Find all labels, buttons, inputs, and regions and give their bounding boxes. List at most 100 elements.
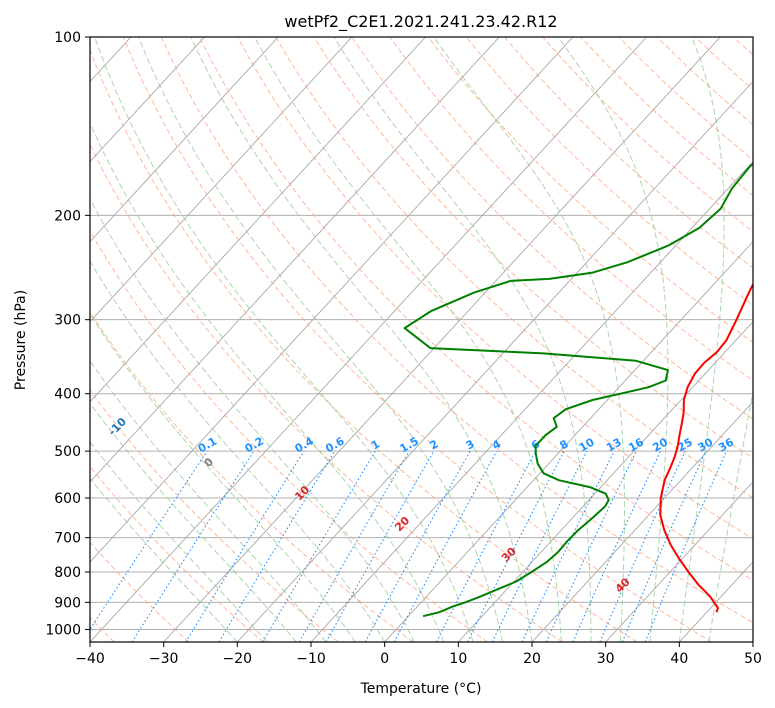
isotherm-line (163, 37, 721, 642)
sounding-series (403, 162, 753, 618)
x-tick-label: 0 (380, 651, 389, 667)
mixing-ratio-line (393, 450, 498, 642)
mixing-ratio-label: 13 (604, 436, 624, 455)
x-tick-label: −10 (296, 651, 326, 667)
moist-adiabat (90, 441, 268, 642)
dry-adiabat-label: 20 (392, 514, 412, 534)
dry-adiabat (542, 37, 753, 233)
mixing-ratio-line (131, 450, 255, 642)
skewed-isotherms (90, 37, 753, 642)
isotherm-line (531, 401, 753, 642)
isotherm-line (90, 37, 500, 483)
moist-adiabat (433, 37, 625, 642)
dry-adiabat (694, 37, 753, 91)
mixing-ratio-line (90, 450, 208, 631)
x-tick-label: 30 (597, 651, 615, 667)
dry-adiabat (732, 37, 753, 56)
y-tick-label: 900 (54, 595, 81, 611)
moist-adiabat (190, 37, 533, 642)
x-tick-label: 40 (670, 651, 688, 667)
y-tick-label: 200 (54, 208, 81, 224)
mixing-ratio-line (364, 450, 471, 642)
isotherm-line (90, 37, 426, 403)
y-tick-label: 1000 (45, 622, 81, 638)
moist-adiabat (254, 37, 562, 642)
moist-adiabat (90, 477, 238, 642)
mixing-ratio-line (644, 450, 728, 642)
x-tick-label: 50 (744, 651, 762, 667)
dry-adiabat-label: 40 (613, 575, 633, 595)
mixing-ratio-line (467, 450, 565, 642)
moist-adiabat (678, 37, 725, 642)
isotherm-line (237, 80, 753, 642)
mixing-ratio-label: 8 (557, 437, 570, 452)
mixing-ratio-label: 1.5 (398, 434, 421, 455)
moist-adiabat (708, 389, 753, 642)
mixing-ratio-label: 4 (490, 437, 503, 452)
dry-adiabat (90, 389, 339, 642)
x-tick-label: −20 (223, 651, 253, 667)
moist-adiabat (557, 37, 669, 642)
y-tick-label: 800 (54, 565, 81, 581)
dry-adiabat-label: 30 (499, 545, 519, 565)
y-tick-label: 700 (54, 531, 81, 547)
y-tick-label: 300 (54, 313, 81, 329)
mixing-ratio-line (599, 450, 686, 642)
mixing-ratio-line (572, 450, 662, 642)
mixing-ratio-label: 0.6 (323, 434, 347, 455)
dry-adiabat (90, 311, 414, 642)
mixing-ratio-line (621, 450, 707, 642)
mixing-ratio-line (185, 450, 305, 642)
mixing-ratio-label: 0.4 (293, 434, 317, 455)
y-tick-label: 100 (54, 30, 81, 46)
dry-adiabat (122, 37, 712, 642)
isotherm-line (310, 160, 753, 642)
mixing-ratio-label: 3 (464, 437, 477, 452)
isotherm-line (90, 37, 647, 642)
dry-adiabat (160, 37, 753, 624)
y-tick-label: 400 (54, 387, 81, 403)
x-tick-label: 10 (449, 651, 467, 667)
dry-adiabat (504, 37, 753, 269)
isotherm-line (458, 321, 753, 642)
dry-adiabat (198, 37, 753, 581)
x-tick-label: −40 (75, 651, 105, 667)
moist-adiabat (90, 260, 386, 642)
moist-adiabat (90, 360, 327, 642)
mixing-ratio-labels: 0.1 0.2 0.4 0.6 1 1.5 2 3 4 6 8 10 13 16 20 25 30 36 (196, 434, 737, 455)
isotherm-line (90, 37, 353, 323)
dry-adiabat (90, 48, 638, 642)
mixing-ratio-line (218, 450, 336, 642)
dry-adiabat (237, 37, 753, 540)
mixing-ratio-line (325, 450, 435, 642)
isotherm-line (90, 37, 574, 563)
y-tick-label: 500 (54, 444, 81, 460)
isotherm-line (384, 240, 753, 642)
moist-adiabat (333, 37, 592, 642)
isotherm-line (752, 641, 753, 642)
mixing-ratio-label: 0.1 (196, 434, 219, 455)
dry-adiabat (580, 37, 753, 197)
chart-title: wetPf2_C2E1.2021.241.23.42.R12 (284, 12, 557, 32)
moist-adiabat (94, 37, 474, 642)
x-axis-ticks: −40 −30 −20 −10 0 10 20 30 40 50 (75, 642, 762, 667)
dewpoint-line (403, 162, 753, 618)
dry-adiabats (90, 37, 753, 642)
dry-adiabat-label: -10 (106, 415, 129, 438)
moist-adiabat (90, 121, 445, 642)
y-tick-label: 600 (54, 491, 81, 507)
moist-adiabat (90, 402, 297, 642)
dry-adiabat (427, 37, 753, 343)
plot-frame (89, 36, 754, 643)
moist-adiabats (90, 37, 753, 642)
moist-adiabat (137, 37, 503, 642)
dry-adiabat (90, 465, 264, 642)
x-axis-label: Temperature (°C) (360, 681, 482, 697)
dry-adiabat (90, 143, 563, 642)
isotherm-line (605, 481, 753, 642)
mixing-ratio-label: 2 (427, 437, 440, 452)
mixing-ratio-label: 1 (369, 437, 382, 452)
dry-adiabat (465, 37, 753, 306)
x-tick-label: 20 (523, 651, 541, 667)
mixing-ratio-line (521, 450, 615, 642)
